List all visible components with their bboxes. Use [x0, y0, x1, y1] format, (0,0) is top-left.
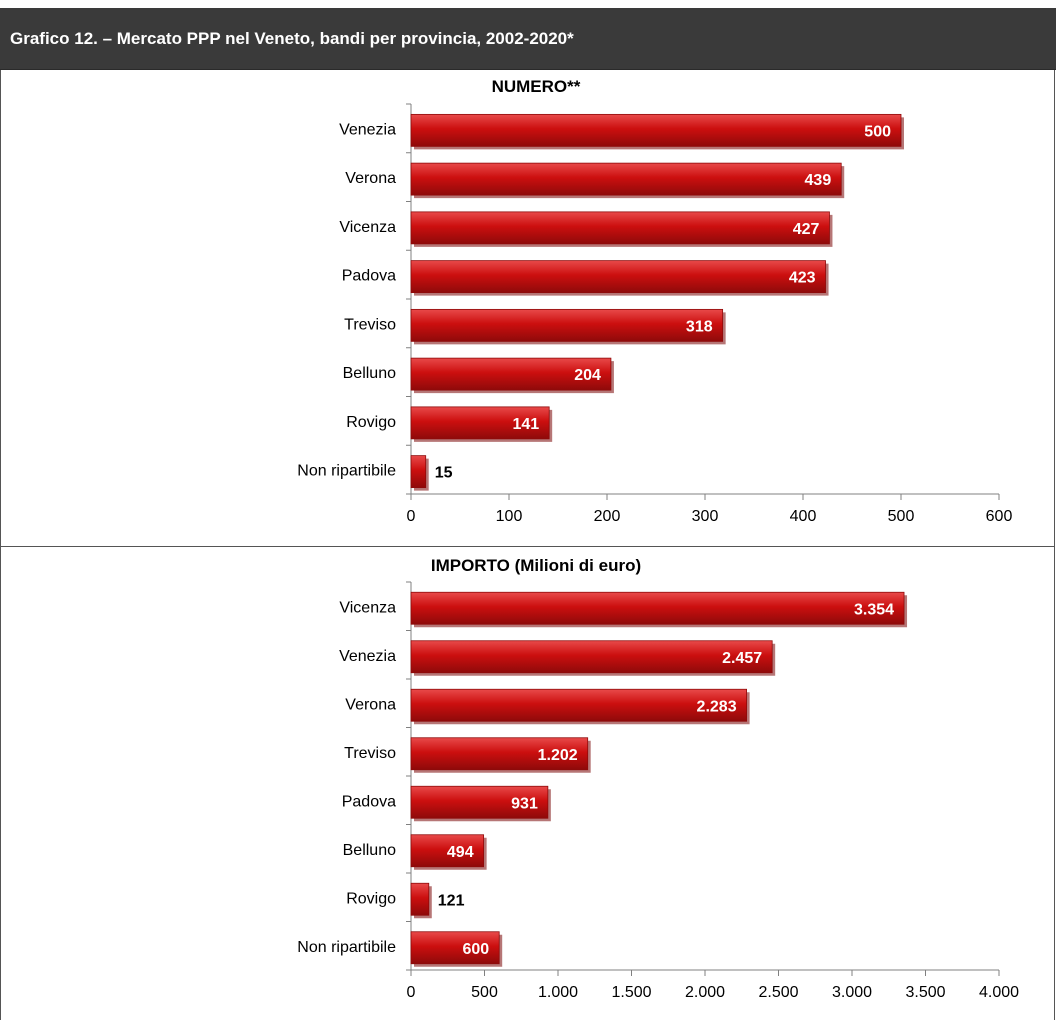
bar-chart-numero: NUMERO** 0 100 200 300 400 500 600 Venezia 500 Ver… [297, 77, 1013, 525]
data-label: 1.202 [538, 747, 578, 764]
bar [410, 882, 430, 916]
bar [410, 834, 485, 868]
data-label: 15 [435, 465, 453, 482]
x-tick-label: 0 [407, 984, 416, 1001]
category-label: Belluno [343, 842, 396, 859]
chart-panel-numero: NUMERO** 0 100 200 300 400 500 600 Venezia 500 Ver… [0, 70, 1055, 547]
chart-title: IMPORTO (Milioni di euro) [431, 556, 641, 575]
category-label: Rovigo [346, 414, 396, 431]
category-label: Padova [342, 268, 396, 285]
data-label: 141 [512, 416, 539, 433]
bar [410, 455, 427, 489]
category-label: Padova [342, 793, 396, 810]
data-label: 2.457 [722, 650, 762, 667]
category-label: Rovigo [346, 890, 396, 907]
x-tick-label: 400 [790, 508, 817, 525]
bar [410, 688, 748, 722]
data-label: 600 [462, 941, 489, 958]
x-tick-label: 3.000 [832, 984, 872, 1001]
x-tick-label: 3.500 [905, 984, 945, 1001]
data-label: 439 [805, 172, 832, 189]
category-label: Vicenza [339, 219, 396, 236]
chart-header: Grafico 12. – Mercato PPP nel Veneto, ba… [0, 8, 1056, 70]
category-label: Non ripartibile [297, 463, 396, 480]
data-label: 931 [511, 795, 538, 812]
data-label: 2.283 [697, 698, 737, 715]
bar [410, 357, 612, 391]
bar [410, 260, 826, 294]
x-tick-label: 2.000 [685, 984, 725, 1001]
x-tick-label: 0 [407, 508, 416, 525]
bar [410, 211, 830, 245]
data-label: 500 [864, 123, 891, 140]
chart-header-title: Grafico 12. – Mercato PPP nel Veneto, ba… [10, 29, 574, 48]
category-label: Belluno [343, 365, 396, 382]
category-label: Venezia [339, 648, 396, 665]
x-tick-label: 500 [471, 984, 498, 1001]
bar [410, 162, 842, 196]
x-tick-label: 500 [888, 508, 915, 525]
bar [410, 591, 905, 625]
x-tick-label: 300 [692, 508, 719, 525]
bar [410, 308, 724, 342]
data-label: 318 [686, 318, 713, 335]
x-tick-label: 4.000 [979, 984, 1019, 1001]
x-tick-label: 600 [986, 508, 1013, 525]
bar-chart-importo: IMPORTO (Milioni di euro) 0 500 1.000 1.500 2… [297, 556, 1019, 1001]
category-label: Venezia [339, 121, 396, 138]
data-label: 3.354 [854, 601, 894, 618]
bar [410, 785, 549, 819]
bar [410, 931, 500, 965]
category-label: Non ripartibile [297, 939, 396, 956]
x-tick-label: 200 [594, 508, 621, 525]
data-label: 423 [789, 270, 816, 287]
x-tick-label: 2.500 [758, 984, 798, 1001]
data-label: 121 [438, 892, 465, 909]
bar [410, 737, 589, 771]
bar [410, 640, 773, 674]
data-label: 427 [793, 221, 820, 238]
data-label: 494 [447, 844, 474, 861]
category-label: Treviso [344, 316, 396, 333]
chart-title: NUMERO** [492, 77, 581, 96]
x-tick-label: 100 [496, 508, 523, 525]
category-label: Treviso [344, 745, 396, 762]
category-label: Vicenza [339, 599, 396, 616]
chart-panel-importo: IMPORTO (Milioni di euro) 0 500 1.000 1.500 2… [0, 547, 1055, 1020]
x-tick-label: 1.500 [611, 984, 651, 1001]
x-tick-label: 1.000 [538, 984, 578, 1001]
data-label: 204 [574, 367, 601, 384]
bar [410, 113, 902, 147]
category-label: Verona [345, 170, 396, 187]
category-label: Verona [345, 696, 396, 713]
bar [410, 406, 550, 440]
